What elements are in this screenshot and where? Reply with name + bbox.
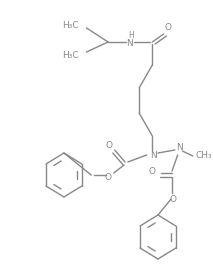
Text: O: O [149, 167, 156, 177]
Text: H: H [129, 31, 134, 40]
Text: O: O [170, 194, 177, 204]
Text: O: O [105, 172, 112, 182]
Text: N: N [126, 39, 133, 48]
Text: H₃C: H₃C [62, 51, 79, 59]
Text: CH₃: CH₃ [196, 152, 212, 161]
Text: O: O [106, 141, 112, 150]
Text: H₃C: H₃C [62, 21, 79, 29]
Text: O: O [165, 23, 172, 32]
Text: N: N [150, 150, 157, 160]
Text: N: N [176, 142, 183, 152]
